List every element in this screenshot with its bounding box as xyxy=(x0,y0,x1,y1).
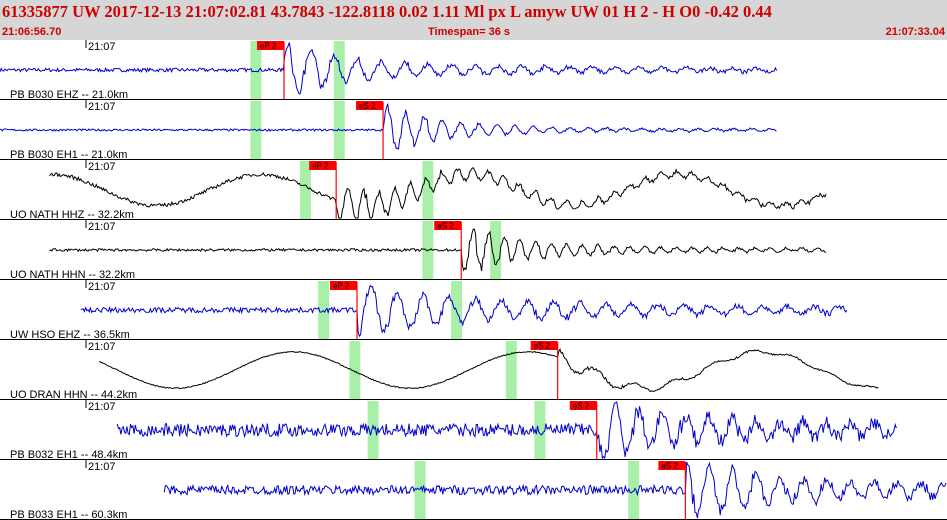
waveform-line xyxy=(163,461,947,519)
trace-row[interactable]: eP 2 21:07 UO NATH HHZ -- 32.2km xyxy=(0,160,947,221)
trace-row[interactable]: eS 2 21:07 PB B033 EH1 -- 60.3km xyxy=(0,460,947,520)
pick-window-band xyxy=(490,221,502,279)
pick-flag[interactable] xyxy=(569,401,597,410)
pick-phase-label: eS 2 xyxy=(534,342,551,351)
trace-row[interactable]: eP 2 21:07 PB B030 EHZ -- 21.0km xyxy=(0,40,947,101)
time-tick-label: 21:07 xyxy=(88,41,116,53)
time-tick-label: 21:07 xyxy=(88,281,116,293)
pick-phase-label: eP 2 xyxy=(260,42,277,51)
time-tick-label: 21:07 xyxy=(88,161,116,173)
waveform-line xyxy=(0,103,777,150)
pick-window-band xyxy=(422,161,434,219)
pick-window-band xyxy=(505,341,517,399)
pick-phase-label: eS 2 xyxy=(573,402,590,411)
pick-flag[interactable] xyxy=(330,281,358,290)
station-label: PB B032 EH1 -- 48.4km xyxy=(10,449,127,461)
time-tick-label: 21:07 xyxy=(88,401,116,413)
end-time-label: 21:07:33.04 xyxy=(885,26,945,38)
pick-flag[interactable] xyxy=(356,101,384,110)
trace-row[interactable]: eP 2 21:07 UW HSO EHZ -- 36.5km xyxy=(0,280,947,341)
waveform-line xyxy=(116,401,897,460)
pick-window-band xyxy=(299,161,311,219)
pick-flag[interactable] xyxy=(434,221,462,230)
station-label: PB B030 EHZ -- 21.0km xyxy=(10,89,128,101)
pick-phase-label: eP 2 xyxy=(333,282,350,291)
pick-window-band xyxy=(318,281,330,339)
pick-phase-label: eS 2 xyxy=(359,102,376,111)
time-tick-label: 21:07 xyxy=(88,101,116,113)
trace-row[interactable]: eS 2 21:07 UO NATH HHN -- 32.2km xyxy=(0,220,947,281)
station-label: UO DRAN HHN -- 44.2km xyxy=(10,389,137,401)
time-tick-label: 21:07 xyxy=(88,461,116,473)
station-label: PB B033 EH1 -- 60.3km xyxy=(10,509,127,520)
time-tick-label: 21:07 xyxy=(88,221,116,233)
waveform-line xyxy=(0,42,778,95)
waveform-line xyxy=(98,348,879,393)
pick-window-band xyxy=(414,461,426,519)
pick-window-band xyxy=(250,41,262,99)
pick-phase-label: eP 2 xyxy=(312,162,329,171)
timespan-label: Timespan= 36 s xyxy=(428,26,511,38)
start-time-label: 21:06:56.70 xyxy=(2,26,62,38)
station-label: PB B030 EH1 -- 21.0km xyxy=(10,149,127,161)
event-title: 61335877 UW 2017-12-13 21:07:02.81 43.78… xyxy=(2,2,772,21)
station-label: UO NATH HHN -- 32.2km xyxy=(10,269,135,281)
station-label: UO NATH HHZ -- 32.2km xyxy=(10,209,134,221)
waveform-line xyxy=(49,228,827,272)
pick-phase-label: eS 2 xyxy=(661,462,678,471)
pick-window-band xyxy=(534,401,546,459)
trace-row[interactable]: eS 2 21:07 PB B030 EH1 -- 21.0km xyxy=(0,100,947,161)
pick-window-band xyxy=(367,401,379,459)
waveform-line xyxy=(80,284,848,338)
pick-window-band xyxy=(349,341,361,399)
pick-flag[interactable] xyxy=(257,41,285,50)
trace-row[interactable]: eS 2 21:07 PB B032 EH1 -- 48.4km xyxy=(0,400,947,461)
trace-row[interactable]: eS 2 21:07 UO DRAN HHN -- 44.2km xyxy=(0,340,947,401)
waveform-line xyxy=(49,166,827,219)
time-tick-label: 21:07 xyxy=(88,341,116,353)
station-label: UW HSO EHZ -- 36.5km xyxy=(10,329,130,341)
pick-flag[interactable] xyxy=(658,461,686,470)
pick-phase-label: eS 2 xyxy=(437,222,454,231)
pick-flag[interactable] xyxy=(530,341,558,350)
pick-flag[interactable] xyxy=(309,161,337,170)
header-bar: 61335877 UW 2017-12-13 21:07:02.81 43.78… xyxy=(0,0,947,40)
